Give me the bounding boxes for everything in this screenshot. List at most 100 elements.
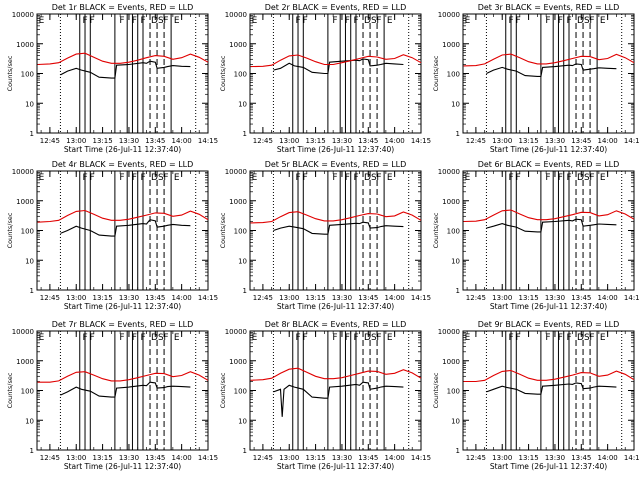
x-tick-label: 14:00 (598, 294, 618, 302)
flag-label: F (90, 333, 95, 343)
series-line-lld (463, 53, 635, 67)
flag-label: F (589, 173, 594, 183)
y-tick-label: 10000 (225, 168, 247, 176)
panel-det-7r: Det 7r BLACK = Events, RED = LLD 1 10 100 10… (6, 320, 218, 471)
y-tick-label: 10000 (438, 328, 460, 336)
y-tick-label: 10 (238, 257, 247, 265)
x-tick-label: 13:15 (305, 294, 325, 302)
panel-det-2r: Det 2r BLACK = Events, RED = LLD 1 10 100 10… (219, 3, 431, 154)
flag-label: S (158, 16, 164, 26)
flag-label: E (600, 173, 606, 183)
flag-label: F (345, 16, 350, 26)
x-axis-label: Start Time (26-Jul-11 12:37:40) (64, 462, 181, 471)
plot-frame (249, 13, 422, 134)
flag-label: D (577, 333, 584, 343)
panel-title: Det 8r BLACK = Events, RED = LLD (265, 320, 407, 329)
flag-label: F (376, 173, 381, 183)
x-tick-label: 13:30 (332, 137, 352, 145)
flag-label: E (39, 16, 45, 26)
y-tick-label: 1 (243, 130, 247, 138)
x-tick-label: 13:45 (358, 454, 378, 462)
series-line-events (60, 219, 191, 237)
x-tick-label: 14:15 (198, 137, 218, 145)
panel-det-1r: Det 1r BLACK = Events, RED = LLD 1 10 100 10… (6, 3, 218, 154)
y-tick-label: 10000 (225, 328, 247, 336)
flag-label: F (296, 173, 301, 183)
y-tick-label: 10 (451, 417, 460, 425)
x-axis-label: Start Time (26-Jul-11 12:37:40) (277, 462, 394, 471)
series-line-lld (37, 209, 209, 223)
y-tick-label: 1000 (16, 198, 34, 206)
y-tick-label: 1 (456, 287, 460, 295)
flag-label: F (566, 333, 571, 343)
x-tick-label: 13:45 (358, 137, 378, 145)
x-tick-label: 14:15 (624, 294, 640, 302)
y-tick-label: 1 (30, 130, 34, 138)
x-tick-label: 13:30 (119, 454, 139, 462)
x-tick-label: 13:45 (571, 137, 591, 145)
x-tick-label: 13:45 (145, 454, 165, 462)
x-tick-label: 14:15 (624, 454, 640, 462)
y-tick-label: 1000 (229, 358, 247, 366)
series-line-lld (37, 371, 209, 383)
y-tick-label: 10 (25, 100, 34, 108)
flag-label: D (151, 173, 158, 183)
x-axis-label: Start Time (26-Jul-11 12:37:40) (490, 145, 607, 154)
y-tick-label: 100 (21, 388, 34, 396)
y-tick-label: 100 (234, 388, 247, 396)
flag-label: F (163, 16, 168, 26)
x-tick-label: 14:15 (198, 454, 218, 462)
y-axis-label: Counts/sec (219, 212, 227, 248)
flag-label: E (39, 173, 45, 183)
flag-label: F (545, 173, 550, 183)
x-axis-label: Start Time (26-Jul-11 12:37:40) (277, 302, 394, 311)
flag-label: E (465, 16, 471, 26)
x-tick-label: 13:30 (332, 294, 352, 302)
x-tick-label: 13:30 (545, 294, 565, 302)
flag-label: F (589, 333, 594, 343)
y-tick-label: 1 (30, 287, 34, 295)
flag-label: F (83, 16, 88, 26)
y-tick-label: 10000 (12, 168, 34, 176)
flag-label: F (376, 333, 381, 343)
y-tick-label: 1 (456, 447, 460, 455)
flag-label: F (132, 333, 137, 343)
panel-det-6r: Det 6r BLACK = Events, RED = LLD 1 10 100 10… (432, 160, 640, 311)
flag-label: E (174, 173, 180, 183)
y-tick-label: 10000 (438, 11, 460, 19)
flag-label: D (364, 173, 371, 183)
flag-label: F (132, 173, 137, 183)
y-tick-label: 10 (451, 257, 460, 265)
x-tick-label: 14:00 (598, 454, 618, 462)
flag-label: F (140, 16, 145, 26)
x-tick-label: 13:00 (492, 294, 512, 302)
x-tick-label: 14:15 (411, 454, 431, 462)
y-axis-label: Counts/sec (6, 372, 14, 408)
x-tick-label: 13:15 (305, 454, 325, 462)
y-axis-label: Counts/sec (219, 372, 227, 408)
flag-label: F (345, 173, 350, 183)
flag-label: F (83, 173, 88, 183)
flag-label: F (332, 16, 337, 26)
x-tick-label: 14:15 (198, 294, 218, 302)
x-tick-label: 13:00 (279, 294, 299, 302)
x-tick-label: 13:00 (66, 454, 86, 462)
y-tick-label: 100 (447, 388, 460, 396)
flag-label: F (90, 16, 95, 26)
series-line-lld (463, 209, 635, 223)
x-tick-label: 13:45 (145, 137, 165, 145)
flag-label: F (509, 333, 514, 343)
flag-label: F (345, 333, 350, 343)
flag-label: E (252, 173, 258, 183)
series-line-events (60, 60, 191, 79)
x-axis-label: Start Time (26-Jul-11 12:37:40) (490, 462, 607, 471)
flag-label: D (151, 333, 158, 343)
flag-label: F (566, 16, 571, 26)
y-tick-label: 100 (21, 228, 34, 236)
flag-label: F (140, 173, 145, 183)
flag-label: F (119, 16, 124, 26)
series-line-events (486, 382, 617, 395)
x-tick-label: 14:00 (385, 294, 405, 302)
flag-label: F (90, 173, 95, 183)
series-line-events (60, 381, 191, 398)
